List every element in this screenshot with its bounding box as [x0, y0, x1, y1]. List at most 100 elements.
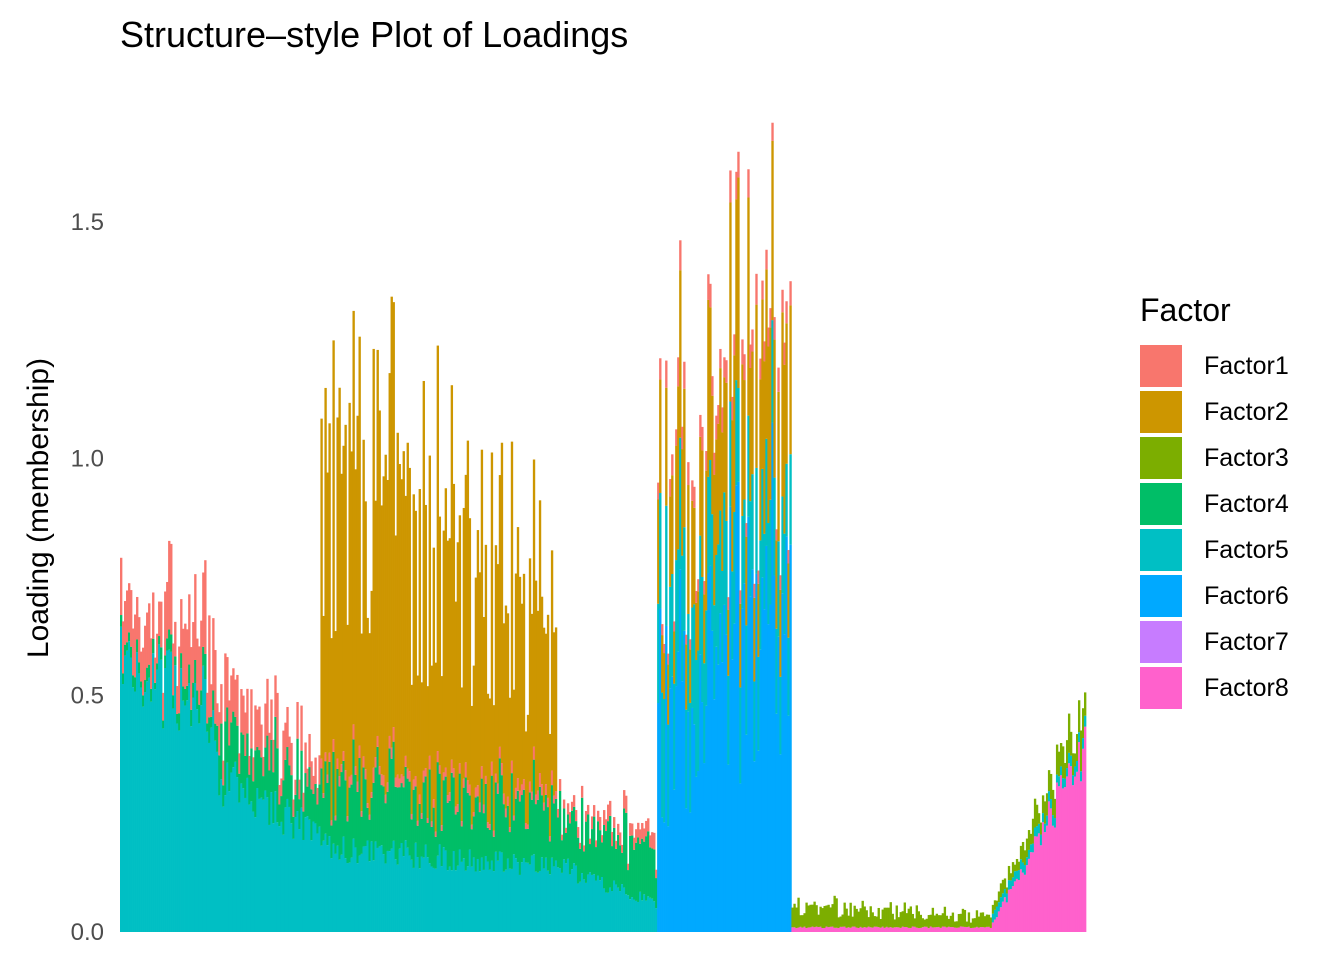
bar-segment-factor5 [224, 795, 227, 932]
bar-segment-factor1 [140, 651, 143, 682]
bar-segment-factor8 [831, 926, 834, 932]
sample-bar [416, 675, 419, 932]
bar-segment-factor8 [815, 926, 818, 932]
bar-segment-factor4 [328, 761, 331, 837]
bar-segment-factor3 [919, 914, 923, 928]
bar-segment-factor3 [957, 913, 961, 928]
bar-segment-factor5 [268, 824, 271, 932]
bar-segment-factor1 [330, 820, 333, 826]
bar-segment-factor1 [298, 779, 301, 800]
bar-segment-factor2 [677, 386, 680, 550]
bar-segment-factor6 [729, 506, 732, 932]
bar-segment-factor4 [532, 759, 536, 855]
sample-bar [188, 594, 191, 932]
bar-segment-factor4 [232, 711, 235, 768]
bar-segment-factor5 [584, 882, 588, 932]
bar-segment-factor1 [562, 799, 566, 809]
bar-segment-factor4 [174, 656, 177, 666]
bar-segment-factor1 [382, 775, 385, 787]
bar-segment-factor1 [731, 396, 734, 421]
bar-segment-factor5 [687, 613, 690, 712]
bar-segment-factor5 [596, 875, 600, 932]
bar-segment-factor2 [733, 355, 736, 512]
sample-bar [532, 459, 536, 932]
bar-segment-factor4 [492, 836, 496, 872]
bar-segment-factor4 [228, 745, 231, 792]
legend-item-factor3: Factor3 [1140, 435, 1289, 481]
bar-segment-factor5 [178, 730, 181, 932]
bar-segment-factor4 [358, 757, 361, 856]
sample-bar [953, 921, 957, 932]
bar-segment-factor3 [1049, 773, 1053, 800]
bar-segment-factor8 [871, 927, 874, 932]
sample-bar [911, 913, 914, 932]
bar-segment-factor1 [188, 594, 191, 665]
bar-segment-factor1 [182, 628, 185, 687]
bar-segment-factor4 [148, 664, 151, 678]
sample-bar [282, 730, 285, 932]
sample-bar [548, 733, 552, 932]
bar-segment-factor4 [572, 806, 576, 864]
legend-item-factor6: Factor6 [1140, 573, 1289, 619]
sample-bar [789, 281, 792, 932]
bar-segment-factor5 [366, 840, 369, 932]
bar-segment-factor5 [1061, 778, 1065, 789]
bar-segment-factor4 [322, 797, 325, 841]
bar-segment-factor2 [536, 610, 540, 791]
bar-segment-factor4 [645, 836, 648, 901]
sample-bar [356, 415, 359, 932]
bar-segment-factor3 [1043, 801, 1047, 824]
bar-segment-factor2 [707, 299, 710, 477]
bar-segment-factor2 [715, 439, 718, 555]
legend-swatch [1140, 621, 1182, 663]
bar-segment-factor2 [781, 312, 784, 497]
bar-segment-factor5 [693, 604, 696, 725]
bar-segment-factor8 [835, 927, 838, 932]
sample-bar [436, 345, 440, 932]
bar-segment-factor5 [554, 860, 558, 932]
sample-bar [655, 869, 658, 932]
bar-segment-factor1 [526, 824, 530, 829]
bar-segment-factor6 [783, 634, 786, 932]
bar-segment-factor4 [611, 846, 614, 892]
bar-segment-factor5 [140, 687, 143, 932]
sample-bar [699, 414, 702, 932]
bar-segment-factor1 [198, 646, 201, 705]
bar-segment-factor3 [941, 913, 945, 927]
sample-bar [308, 733, 311, 932]
bar-segment-factor3 [907, 908, 910, 928]
bar-segment-factor1 [755, 273, 758, 305]
bar-segment-factor4 [580, 797, 584, 874]
bar-segment-factor1 [478, 802, 482, 813]
bar-segment-factor4 [208, 717, 211, 743]
sample-bar [675, 429, 678, 932]
sample-bar [989, 917, 993, 932]
bar-segment-factor5 [342, 836, 345, 932]
bar-segment-factor8 [841, 926, 844, 932]
bar-segment-factor8 [845, 927, 848, 932]
sample-bar [791, 907, 794, 932]
bar-segment-factor5 [765, 438, 768, 546]
bar-segment-factor3 [959, 913, 963, 927]
bar-segment-factor5 [362, 846, 365, 932]
bar-segment-factor6 [707, 572, 710, 932]
bar-segment-factor2 [763, 361, 766, 534]
bar-segment-factor6 [685, 808, 688, 932]
bar-segment-factor2 [474, 577, 478, 788]
bar-segment-factor1 [340, 764, 343, 773]
sample-bar [947, 918, 951, 932]
bar-segment-factor5 [586, 874, 590, 932]
sample-bar [725, 360, 728, 932]
bar-segment-factor2 [370, 590, 373, 793]
bar-segment-factor4 [546, 807, 550, 871]
bar-segment-factor5 [236, 777, 239, 932]
bar-segment-factor1 [244, 712, 247, 756]
bar-segment-factor3 [935, 913, 939, 928]
bar-segment-factor5 [779, 676, 782, 755]
bar-segment-factor3 [923, 919, 927, 927]
bar-segment-factor1 [276, 692, 279, 749]
bar-segment-factor4 [244, 755, 247, 798]
bar-segment-factor1 [613, 817, 616, 828]
bar-segment-factor8 [895, 927, 898, 932]
bar-segment-factor1 [721, 407, 724, 433]
